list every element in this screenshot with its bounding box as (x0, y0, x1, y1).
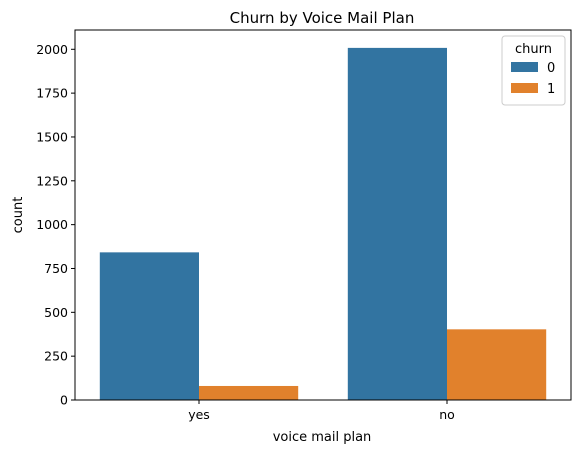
bar-no-churn-0 (347, 47, 447, 400)
bars-group (99, 47, 547, 400)
legend-label-1: 1 (547, 82, 555, 97)
y-tick-label: 1500 (36, 129, 68, 144)
x-axis-label: voice mail plan (273, 430, 372, 445)
x-axis: yes no (188, 400, 455, 422)
legend-swatch-0 (511, 62, 538, 72)
bar-yes-churn-1 (199, 385, 299, 400)
y-tick-label: 1000 (36, 217, 68, 232)
x-tick-label-yes: yes (188, 407, 210, 422)
bar-yes-churn-0 (99, 252, 199, 400)
legend: churn 0 1 (501, 35, 566, 106)
y-axis-label: count (11, 197, 26, 234)
y-tick-label: 500 (44, 305, 68, 320)
y-axis: 0 250 500 750 1000 1250 1500 1750 2000 (36, 42, 75, 408)
y-tick-label: 750 (44, 261, 68, 276)
legend-label-0: 0 (547, 61, 555, 76)
bar-no-churn-1 (447, 329, 547, 400)
y-tick-label: 250 (44, 349, 68, 364)
y-tick-label: 0 (60, 393, 68, 408)
x-tick-label-no: no (439, 407, 455, 422)
legend-swatch-1 (511, 83, 538, 93)
y-tick-label: 1750 (36, 86, 68, 101)
y-tick-label: 1250 (36, 173, 68, 188)
y-tick-label: 2000 (36, 42, 68, 57)
legend-title: churn (515, 42, 552, 57)
chart-title: Churn by Voice Mail Plan (230, 9, 415, 27)
plot-frame (74, 29, 572, 401)
